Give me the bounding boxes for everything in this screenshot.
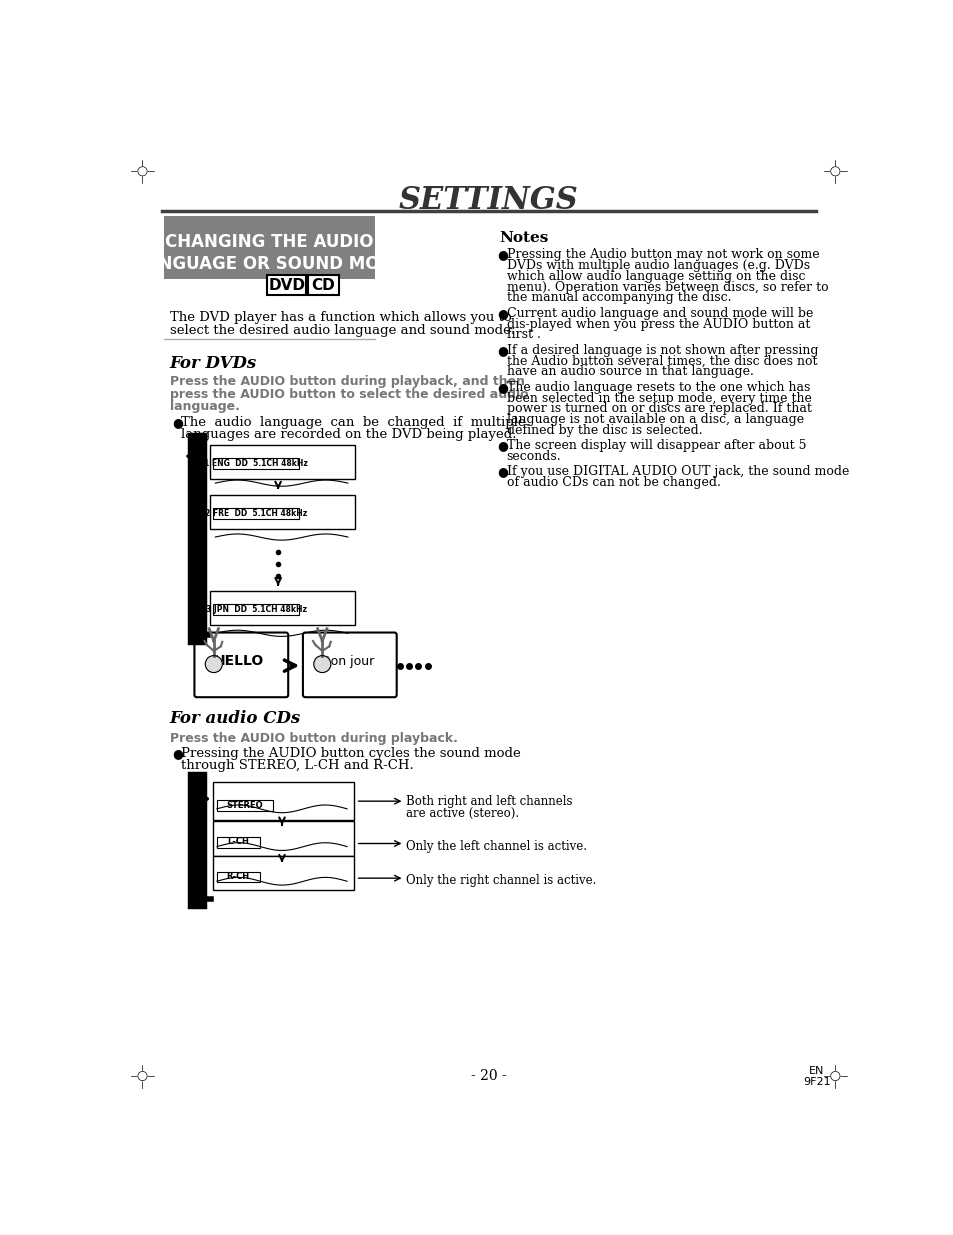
Text: CD: CD xyxy=(311,278,335,293)
FancyBboxPatch shape xyxy=(194,632,288,698)
Text: ●: ● xyxy=(172,747,183,761)
Text: For audio CDs: For audio CDs xyxy=(170,710,300,727)
Text: language is not available on a disc, a language: language is not available on a disc, a l… xyxy=(506,412,803,426)
FancyBboxPatch shape xyxy=(210,445,355,478)
FancyBboxPatch shape xyxy=(307,275,338,295)
FancyBboxPatch shape xyxy=(303,632,396,698)
Text: first .: first . xyxy=(506,329,540,341)
Text: R-CH: R-CH xyxy=(226,872,249,881)
Text: press the AUDIO button to select the desired audio: press the AUDIO button to select the des… xyxy=(170,388,528,400)
Text: ●: ● xyxy=(497,343,508,357)
Text: 1 ENG  DD  5.1CH 48kHz: 1 ENG DD 5.1CH 48kHz xyxy=(204,458,308,468)
Text: of audio CDs can not be changed.: of audio CDs can not be changed. xyxy=(506,477,720,489)
Text: The audio language resets to the one which has: The audio language resets to the one whi… xyxy=(506,380,809,394)
Text: ●: ● xyxy=(497,248,508,262)
Text: L-CH: L-CH xyxy=(227,837,249,846)
Text: 9F21: 9F21 xyxy=(802,1077,830,1087)
Text: which allow audio language setting on the disc: which allow audio language setting on th… xyxy=(506,270,804,283)
Text: dis-played when you press the AUDIO button at: dis-played when you press the AUDIO butt… xyxy=(506,317,809,331)
Circle shape xyxy=(205,656,222,673)
Text: DVDs with multiple audio languages (e.g. DVDs: DVDs with multiple audio languages (e.g.… xyxy=(506,259,809,272)
Text: through STEREO, L-CH and R-CH.: through STEREO, L-CH and R-CH. xyxy=(181,758,414,772)
Text: are active (stereo).: are active (stereo). xyxy=(406,806,518,820)
Text: DVD: DVD xyxy=(268,278,305,293)
FancyBboxPatch shape xyxy=(216,872,259,882)
FancyBboxPatch shape xyxy=(210,592,355,625)
Circle shape xyxy=(830,167,840,175)
Text: power is turned on or discs are replaced. If that: power is turned on or discs are replaced… xyxy=(506,403,811,415)
FancyBboxPatch shape xyxy=(267,275,306,295)
Text: ●: ● xyxy=(497,306,508,320)
Text: been selected in the setup mode, every time the: been selected in the setup mode, every t… xyxy=(506,391,811,405)
Circle shape xyxy=(137,167,147,175)
Text: LANGUAGE OR SOUND MODE: LANGUAGE OR SOUND MODE xyxy=(134,254,404,273)
Text: EN: EN xyxy=(808,1066,823,1076)
Text: ●: ● xyxy=(172,416,183,429)
Text: If you use DIGITAL AUDIO OUT jack, the sound mode: If you use DIGITAL AUDIO OUT jack, the s… xyxy=(506,466,848,478)
FancyBboxPatch shape xyxy=(213,604,299,615)
Text: The screen display will disappear after about 5: The screen display will disappear after … xyxy=(506,440,805,452)
Text: - 20 -: - 20 - xyxy=(471,1070,506,1083)
Text: If a desired language is not shown after pressing: If a desired language is not shown after… xyxy=(506,343,818,357)
Text: Only the right channel is active.: Only the right channel is active. xyxy=(406,874,596,887)
Text: seconds.: seconds. xyxy=(506,450,560,463)
FancyBboxPatch shape xyxy=(210,495,355,529)
FancyBboxPatch shape xyxy=(213,782,354,820)
Text: The DVD player has a function which allows you to: The DVD player has a function which allo… xyxy=(170,311,511,325)
FancyBboxPatch shape xyxy=(213,508,299,519)
Text: Current audio language and sound mode will be: Current audio language and sound mode wi… xyxy=(506,306,812,320)
FancyBboxPatch shape xyxy=(164,216,375,279)
FancyBboxPatch shape xyxy=(213,458,299,469)
Text: have an audio source in that language.: have an audio source in that language. xyxy=(506,366,753,378)
Text: menu). Operation varies between discs, so refer to: menu). Operation varies between discs, s… xyxy=(506,280,827,294)
Text: language.: language. xyxy=(170,400,239,412)
Circle shape xyxy=(830,1072,840,1081)
Text: Press the AUDIO button during playback, and then: Press the AUDIO button during playback, … xyxy=(170,375,524,388)
Text: The  audio  language  can  be  changed  if  multiple: The audio language can be changed if mul… xyxy=(181,416,525,429)
Text: 2 FRE  DD  5.1CH 48kHz: 2 FRE DD 5.1CH 48kHz xyxy=(205,509,307,517)
Text: Only the left channel is active.: Only the left channel is active. xyxy=(406,840,586,852)
Text: STEREO: STEREO xyxy=(226,800,263,809)
Text: defined by the disc is selected.: defined by the disc is selected. xyxy=(506,424,701,437)
Text: ●: ● xyxy=(497,466,508,478)
Text: Bon jour: Bon jour xyxy=(321,655,374,668)
Text: ●: ● xyxy=(497,380,508,394)
Text: HELLO: HELLO xyxy=(214,655,264,668)
Text: SETTINGS: SETTINGS xyxy=(398,185,578,216)
Text: select the desired audio language and sound mode.: select the desired audio language and so… xyxy=(170,324,515,337)
Circle shape xyxy=(314,656,331,673)
Text: languages are recorded on the DVD being played.: languages are recorded on the DVD being … xyxy=(181,427,517,441)
Text: Pressing the AUDIO button cycles the sound mode: Pressing the AUDIO button cycles the sou… xyxy=(181,747,520,761)
Text: For DVDs: For DVDs xyxy=(170,354,256,372)
Text: CHANGING THE AUDIO: CHANGING THE AUDIO xyxy=(165,233,374,251)
Text: Press the AUDIO button during playback.: Press the AUDIO button during playback. xyxy=(170,732,457,745)
FancyBboxPatch shape xyxy=(216,837,259,847)
FancyBboxPatch shape xyxy=(216,800,273,811)
FancyBboxPatch shape xyxy=(213,821,354,856)
Text: ●: ● xyxy=(497,440,508,452)
Text: 3 JPN  DD  5.1CH 48kHz: 3 JPN DD 5.1CH 48kHz xyxy=(206,605,307,614)
Text: the manual accompanying the disc.: the manual accompanying the disc. xyxy=(506,291,731,304)
Text: the Audio button several times, the disc does not: the Audio button several times, the disc… xyxy=(506,354,817,368)
FancyBboxPatch shape xyxy=(213,856,354,890)
Circle shape xyxy=(137,1072,147,1081)
Text: Both right and left channels: Both right and left channels xyxy=(406,795,572,808)
Text: Notes: Notes xyxy=(498,231,548,246)
Text: Pressing the Audio button may not work on some: Pressing the Audio button may not work o… xyxy=(506,248,819,262)
